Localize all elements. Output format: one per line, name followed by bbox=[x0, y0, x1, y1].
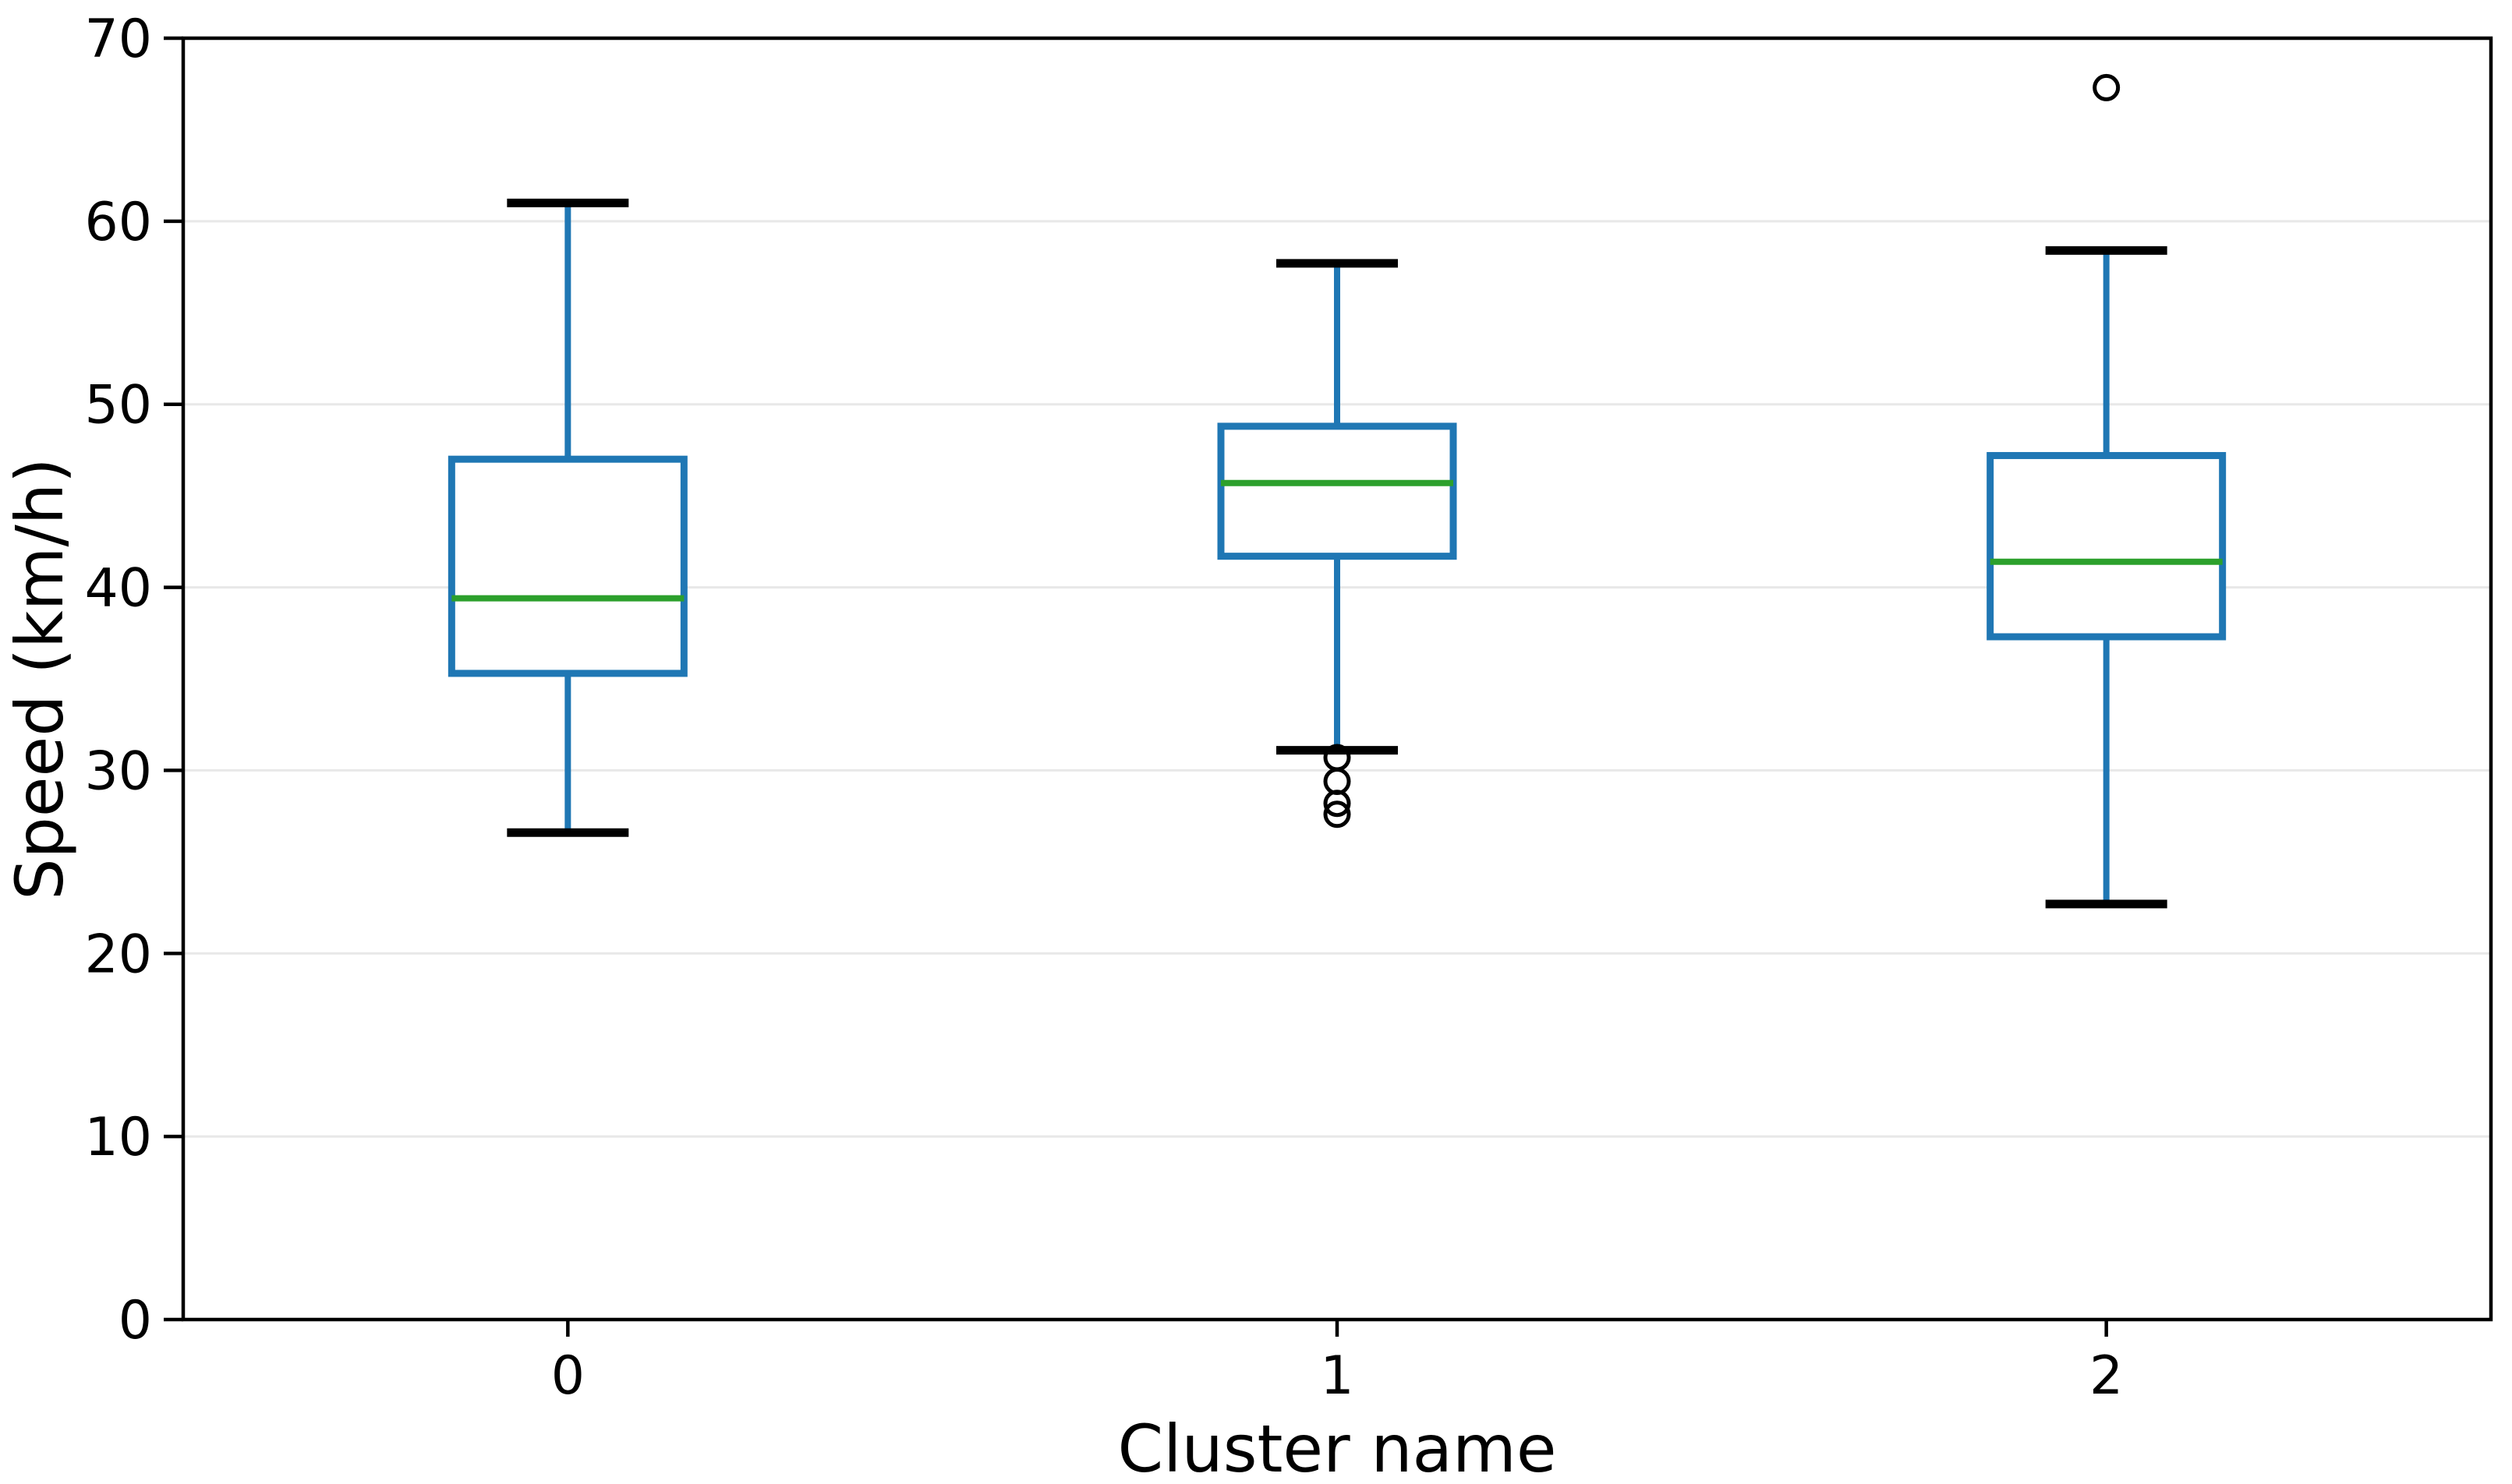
y-tick-label-70: 70 bbox=[84, 9, 152, 70]
box-cluster-2 bbox=[1987, 451, 2227, 641]
x-tick-label-1: 1 bbox=[1320, 1345, 1353, 1407]
y-tick-label-30: 30 bbox=[84, 740, 152, 802]
outlier-cluster-2-0 bbox=[2093, 73, 2121, 101]
y-axis-title: Speed (km/h) bbox=[2, 458, 78, 900]
outlier-cluster-1-2 bbox=[1323, 790, 1351, 818]
y-tick-label-50: 50 bbox=[84, 375, 152, 436]
box-cluster-1 bbox=[1217, 422, 1457, 560]
outlier-cluster-1-3 bbox=[1323, 800, 1351, 829]
ticks-layer: 0 10 20 30 40 50 60 70 0 1 2 bbox=[84, 9, 2123, 1407]
outlier-cluster-1-1 bbox=[1323, 768, 1351, 796]
x-tick-label-0: 0 bbox=[551, 1345, 585, 1407]
boxes-layer bbox=[448, 73, 2227, 909]
y-tick-label-0: 0 bbox=[119, 1290, 152, 1352]
x-axis-title: Cluster name bbox=[1117, 1411, 1556, 1484]
box-cluster-0 bbox=[448, 455, 688, 677]
y-tick-label-20: 20 bbox=[84, 924, 152, 985]
x-tick-label-2: 2 bbox=[2089, 1345, 2123, 1407]
axis-labels-layer: Cluster name Speed (km/h) bbox=[2, 458, 1557, 1484]
y-tick-label-40: 40 bbox=[84, 558, 152, 620]
y-tick-label-60: 60 bbox=[84, 192, 152, 253]
y-tick-label-10: 10 bbox=[84, 1107, 152, 1168]
